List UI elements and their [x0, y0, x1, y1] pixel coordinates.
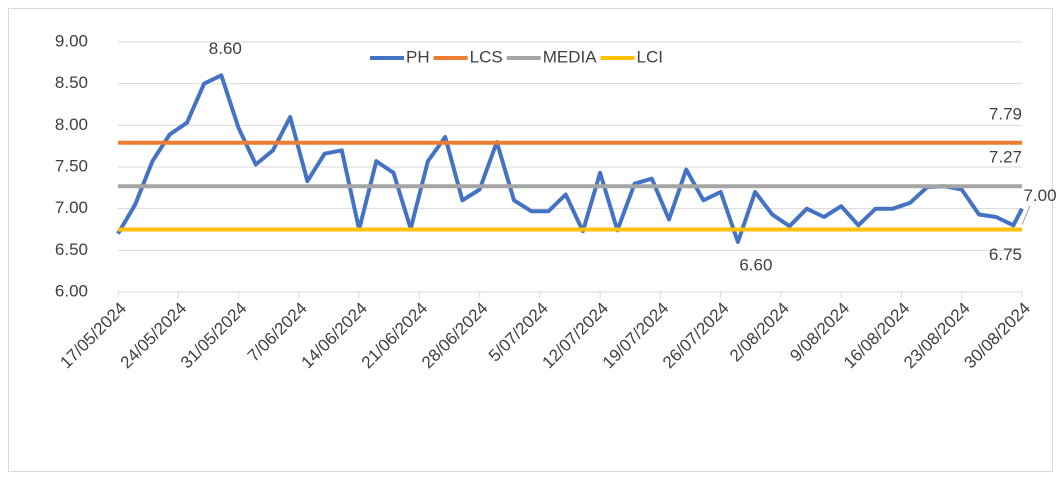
- legend-label: LCS: [470, 47, 503, 66]
- data-label: 6.60: [739, 255, 772, 274]
- legend-label: MEDIA: [543, 47, 598, 66]
- legend-label: LCI: [637, 47, 663, 66]
- y-tick-label: 7.50: [55, 156, 88, 175]
- y-tick-label: 6.50: [55, 240, 88, 259]
- y-tick-label: 8.50: [55, 73, 88, 92]
- legend-label: PH: [406, 47, 430, 66]
- y-tick-label: 6.00: [55, 281, 88, 300]
- data-label: 7.27: [989, 148, 1022, 167]
- y-tick-label: 8.00: [55, 115, 88, 134]
- y-tick-label: 9.00: [55, 31, 88, 50]
- data-label: 8.60: [209, 39, 242, 58]
- series-line: [116, 73, 1024, 244]
- y-tick-label: 7.00: [55, 198, 88, 217]
- chart-border: [8, 8, 1053, 472]
- data-label: 7.00: [1023, 186, 1056, 205]
- data-label: 7.79: [989, 104, 1022, 123]
- leader-line: [1021, 205, 1031, 225]
- data-label: 6.75: [989, 245, 1022, 264]
